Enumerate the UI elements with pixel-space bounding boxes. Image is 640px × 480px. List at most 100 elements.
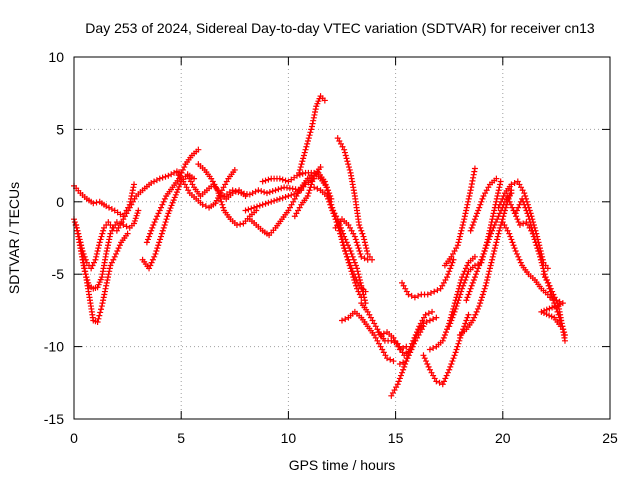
data-point-614: [325, 193, 332, 200]
data-point-714: [356, 221, 363, 228]
x-tick-label-0: 0: [70, 430, 78, 446]
data-point-1323: [537, 253, 544, 260]
data-point-642: [350, 274, 357, 281]
data-point-1004: [470, 171, 477, 178]
data-point-1083: [485, 271, 492, 278]
data-point-318: [212, 200, 219, 207]
data-point-164: [100, 297, 107, 304]
x-tick-label-4: 20: [495, 430, 511, 446]
data-point-872: [422, 311, 429, 318]
data-point-1014: [453, 303, 460, 310]
data-point-874: [429, 308, 436, 315]
data-point-433: [268, 198, 275, 205]
data-point-399: [229, 187, 236, 194]
data-point-1307: [523, 207, 530, 214]
data-point-1159: [475, 207, 482, 214]
data-point-694: [345, 164, 352, 171]
data-point-57: [96, 242, 103, 249]
data-point-1175: [499, 195, 506, 202]
data-point-436: [276, 195, 283, 202]
data-point-1308: [524, 210, 531, 217]
data-point-1021: [460, 282, 467, 289]
data-point-1356: [546, 305, 553, 312]
data-point-611: [323, 184, 330, 191]
data-point-671: [354, 265, 361, 272]
data-point-405: [246, 191, 253, 198]
data-point-718: [360, 233, 367, 240]
data-point-1316: [531, 233, 538, 240]
data-point-239: [161, 221, 168, 228]
data-point-690: [342, 152, 349, 159]
data-point-1120: [470, 276, 477, 283]
data-point-1126: [477, 259, 484, 266]
data-point-410: [261, 189, 268, 196]
data-point-1324: [538, 256, 545, 263]
data-point-377: [218, 198, 225, 205]
data-point-1151: [508, 190, 515, 197]
data-point-1099: [497, 224, 504, 231]
data-point-879: [405, 291, 412, 298]
data-point-209: [151, 178, 158, 185]
data-point-1086: [487, 262, 494, 269]
data-point-439: [285, 193, 292, 200]
data-point-1070: [473, 308, 480, 315]
data-point-1339: [555, 311, 562, 318]
data-point-669: [351, 259, 358, 266]
data-point-182: [115, 245, 122, 252]
data-point-546: [304, 137, 311, 144]
data-point-1152: [467, 227, 474, 234]
data-point-918: [448, 360, 455, 367]
data-point-672: [354, 268, 361, 275]
data-point-440: [288, 192, 295, 199]
data-point-1017: [456, 294, 463, 301]
data-point-426: [248, 205, 255, 212]
data-point-924: [454, 343, 461, 350]
data-point-828: [395, 378, 402, 385]
data-point-161: [98, 306, 105, 313]
data-point-374: [215, 190, 222, 197]
data-point-944: [442, 329, 449, 336]
data-point-1340: [556, 314, 563, 321]
data-point-289: [179, 166, 186, 173]
data-point-721: [362, 242, 369, 249]
data-point-54: [93, 250, 100, 257]
data-point-1069: [472, 311, 479, 318]
data-point-1134: [485, 236, 492, 243]
data-point-1353: [554, 302, 561, 309]
data-point-545: [304, 140, 311, 147]
data-point-1055: [495, 190, 502, 197]
data-point-773: [387, 356, 394, 363]
data-point-749: [342, 316, 349, 323]
data-point-170: [103, 279, 110, 286]
data-point-1157: [473, 213, 479, 220]
data-point-774: [390, 358, 397, 365]
data-point-741: [354, 242, 361, 249]
data-point-9: [90, 200, 97, 207]
data-point-921: [451, 352, 458, 359]
data-point-739: [352, 236, 359, 243]
data-point-534: [317, 164, 324, 171]
data-point-1089: [489, 253, 496, 260]
data-point-55: [94, 248, 101, 255]
data-point-1310: [526, 216, 533, 223]
data-point-273: [156, 207, 163, 214]
x-tick-label-3: 15: [388, 430, 404, 446]
data-point-1224: [512, 248, 519, 255]
data-point-1222: [510, 242, 517, 249]
data-point-1354: [551, 303, 558, 310]
data-point-1130: [481, 248, 488, 255]
data-point-211: [156, 175, 163, 182]
data-point-1024: [463, 274, 470, 281]
data-point-1057: [496, 184, 503, 191]
data-point-33: [71, 219, 78, 226]
data-point-538: [298, 161, 305, 168]
data-point-1074: [478, 297, 485, 304]
data-point-661: [342, 236, 349, 243]
data-point-298: [195, 146, 202, 153]
data-point-851: [426, 317, 433, 324]
data-point-485: [259, 178, 266, 185]
data-point-634: [342, 250, 349, 257]
data-point-168: [102, 285, 109, 292]
data-point-1072: [476, 303, 483, 310]
data-point-613: [325, 190, 332, 197]
